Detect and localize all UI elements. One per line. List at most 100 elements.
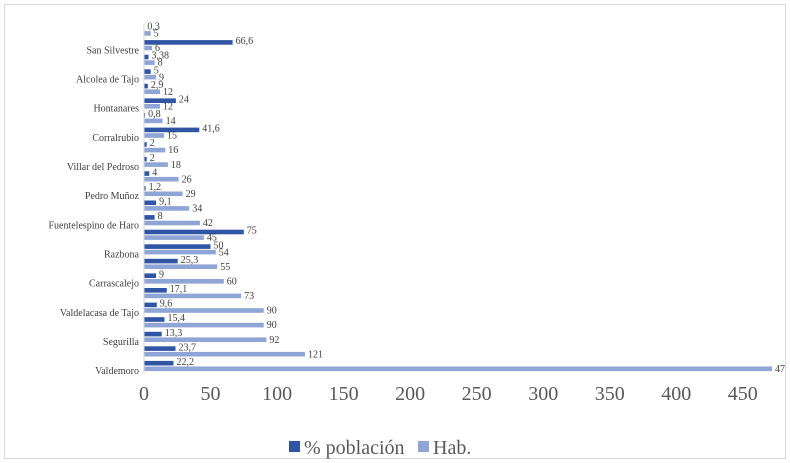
category-label: Alcolea de Tajo [76,75,139,86]
data-label-hab: 12 [163,87,173,98]
bar-hab [144,264,218,269]
data-label-hab: 92 [269,335,279,346]
bar-poblacion [144,156,147,162]
x-tick-label: 50 [201,383,221,405]
data-label-poblacion: 22,2 [177,357,195,368]
bar-hab [144,249,216,255]
bar-hab [144,60,155,65]
data-label-poblacion: 9 [159,269,164,280]
data-label-hab: 9 [159,72,164,83]
category-label: Valdemoro [95,366,139,377]
data-label-poblacion: 2 [150,153,155,164]
data-label-hab: 121 [308,349,323,360]
bar-poblacion [144,83,148,89]
bar-hab [144,162,168,167]
category-label: Corralrubio [92,133,139,144]
data-label-hab: 90 [267,320,277,331]
bar-hab [144,279,224,284]
legend-label-hab: Hab. [433,437,471,459]
bar-hab [144,74,156,80]
bar-poblacion [144,258,178,264]
bar-hab [144,31,151,36]
bar-poblacion [144,244,211,249]
data-labels: 0,3566,663,388592,91224120,81441,6152162… [147,22,785,375]
x-tick-label: 200 [395,383,425,405]
data-label-hab: 5 [154,29,159,40]
bar-hab [144,308,264,313]
x-tick-label: 350 [595,383,625,405]
data-label-hab: 26 [182,174,192,185]
data-label-hab: 42 [203,218,213,229]
data-label-poblacion: 2 [150,138,155,149]
bar-hab [144,104,160,109]
bar-poblacion [144,273,156,278]
x-tick-label: 0 [139,383,149,405]
data-label-hab: 34 [192,204,202,215]
category-label: Carrascalejo [89,279,139,290]
data-label-poblacion: 9,6 [160,299,173,310]
bar-hab [144,176,179,182]
bar-poblacion [144,185,146,191]
bar-hab [144,366,772,372]
data-label-hab: 60 [227,276,237,287]
category-label: Villar del Pedroso [67,162,139,173]
bar-poblacion [144,171,150,176]
bar-poblacion [144,331,162,337]
data-label-poblacion: 23,7 [179,342,197,353]
data-label-poblacion: 66,6 [236,36,254,47]
bar-hab [144,118,163,124]
x-tick-label: 450 [728,383,758,405]
data-label-hab: 14 [166,116,176,127]
category-label: Hontanares [93,104,139,115]
bar-poblacion [144,288,167,293]
data-label-poblacion: 17,1 [170,284,188,295]
bar-poblacion [144,69,151,74]
category-label: Segurilla [103,337,140,348]
x-tick-label: 150 [329,383,359,405]
data-label-poblacion: 0,3 [147,22,160,33]
bar-hab [144,89,160,94]
data-label-poblacion: 8 [158,211,163,222]
chart-frame [4,4,786,459]
bar-poblacion [144,98,176,103]
data-label-poblacion: 3,38 [152,51,170,62]
data-label-poblacion: 2,9 [151,80,164,91]
data-label-poblacion: 25,3 [181,255,199,266]
data-label-poblacion: 5 [154,65,159,76]
bar-hab [144,147,166,153]
bar-hab [144,337,267,342]
category-label: Razbona [104,250,140,261]
data-label-poblacion: 9,1 [159,197,172,208]
legend: % población Hab. [289,437,471,459]
data-label-poblacion: 15,4 [168,313,186,324]
data-label-hab: 6 [155,43,160,54]
legend-swatch-hab [418,441,429,452]
legend-swatch-poblacion [289,441,300,452]
bar-hab [144,293,242,299]
bar-hab [144,322,264,328]
x-tick-label: 250 [462,383,492,405]
bar-hab [144,220,200,226]
bar-poblacion [144,127,200,133]
category-label: San Silvestre [87,45,140,56]
bars-group [144,25,772,372]
bar-poblacion [144,346,176,351]
bar-poblacion [144,113,146,118]
category-label: Valdelacasa de Tajo [60,308,139,319]
legend-label-poblacion: % población [304,437,405,459]
data-label-hab: 15 [167,131,177,142]
data-label-poblacion: 41,6 [202,124,220,135]
bar-poblacion [144,302,157,308]
category-labels: San Silvestre Alcolea de Tajo Hontanares Co… [48,45,139,377]
bar-hab [144,351,305,357]
bar-poblacion [144,54,149,60]
data-label-hab: 54 [219,247,229,258]
category-label: Fuentelespino de Haro [48,220,139,231]
data-label-poblacion: 75 [247,226,257,237]
data-label-hab: 90 [267,306,277,317]
x-axis: 0 50 100 150 200 250 300 350 400 450 [139,24,758,405]
data-label-hab: 16 [168,145,178,156]
data-label-hab: 47 [775,364,785,375]
data-label-poblacion: 1,2 [149,182,162,193]
